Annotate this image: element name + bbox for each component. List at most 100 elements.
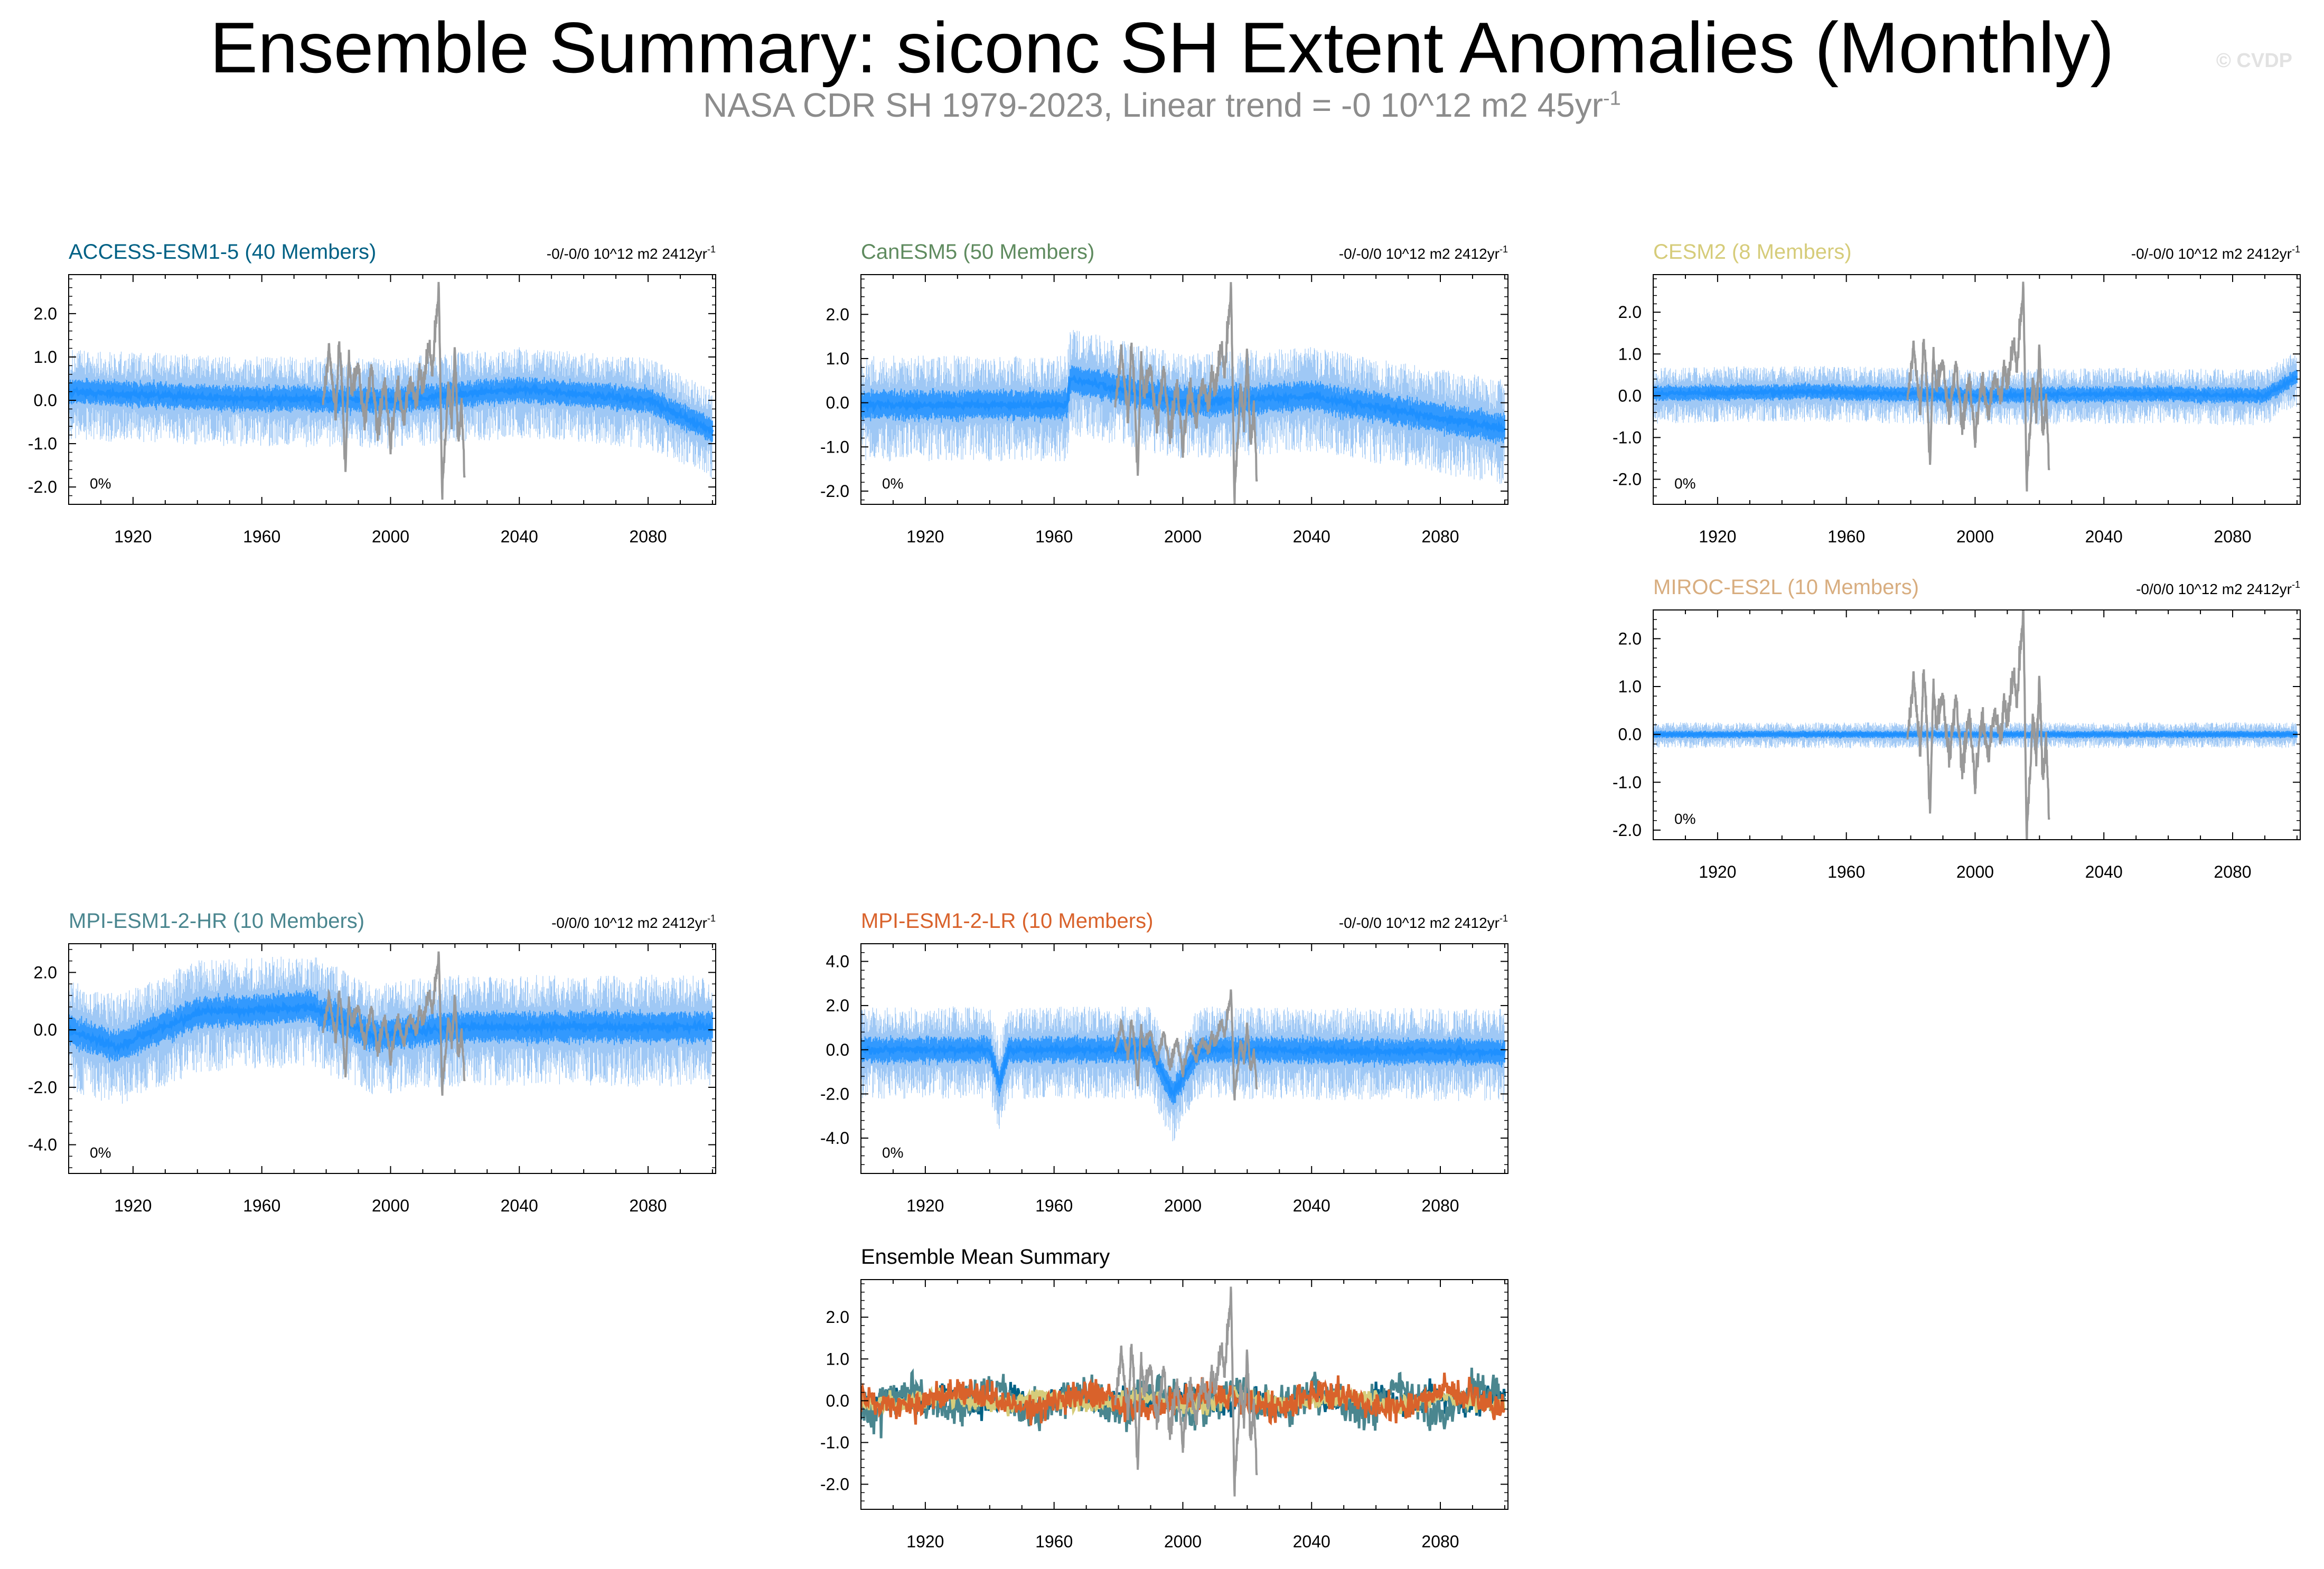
x-tick-label: 2000: [372, 527, 409, 546]
x-tick-label: 1960: [1828, 527, 1865, 546]
y-tick-label: 2.0: [34, 963, 57, 982]
panel-title: ACCESS-ESM1-5 (40 Members): [69, 240, 376, 264]
plot-area: [69, 281, 714, 500]
x-tick-label: 1920: [906, 527, 944, 546]
panel-trend-label: -0/-0/0 10^12 m2 2412yr-1: [1339, 244, 1508, 262]
plot-frame: [68, 274, 716, 505]
percent-label: 0%: [882, 475, 903, 492]
x-tick-label: 1920: [906, 1196, 944, 1215]
y-tick-label: -4.0: [28, 1135, 57, 1154]
plot-frame: [860, 274, 1508, 505]
panel-trend-label: -0/0/0 10^12 m2 2412yr-1: [2136, 579, 2300, 597]
y-tick-label: -2.0: [28, 1078, 57, 1097]
y-tick-label: -2.0: [820, 1084, 849, 1103]
x-tick-label: 1960: [1035, 1196, 1073, 1215]
observations-line: [1906, 281, 2050, 492]
ensemble-mean-line: [861, 374, 1506, 434]
y-tick-label: -1.0: [820, 437, 849, 456]
y-tick-label: 0.0: [826, 1391, 849, 1410]
x-tick-label: 1920: [114, 527, 152, 546]
observations-line: [322, 951, 466, 1096]
x-tick-label: 2080: [2214, 527, 2251, 546]
y-tick-label: 1.0: [1618, 344, 1642, 363]
y-tick-label: 2.0: [826, 996, 849, 1015]
panel-trend-label: -0/-0/0 10^12 m2 2412yr-1: [547, 244, 716, 262]
x-tick-label: 1960: [1828, 862, 1865, 881]
x-tick-label: 1960: [1035, 1532, 1073, 1551]
y-tick-label: -2.0: [28, 477, 57, 496]
panel-cesm2: CESM2 (8 Members) -0/-0/0 10^12 m2 2412yr…: [1613, 240, 2301, 546]
y-tick-label: 0.0: [34, 1020, 57, 1039]
ensemble-mean-line: [69, 1001, 713, 1055]
percent-label: 0%: [90, 475, 111, 492]
x-tick-label: 2040: [1293, 1196, 1330, 1215]
observations-line: [1906, 610, 2050, 840]
x-tick-label: 2040: [501, 1196, 538, 1215]
y-tick-label: 0.0: [1618, 386, 1642, 405]
y-tick-label: 2.0: [34, 304, 57, 323]
x-tick-label: 2080: [1421, 1532, 1459, 1551]
panel-title: CanESM5 (50 Members): [861, 240, 1094, 264]
page-subtitle: NASA CDR SH 1979-2023, Linear trend = -0…: [703, 86, 1621, 124]
x-tick-label: 1920: [1699, 862, 1736, 881]
ensemble-mean-line: [1653, 374, 2298, 402]
y-tick-label: 1.0: [826, 1349, 849, 1368]
x-tick-label: 2000: [1956, 527, 1994, 546]
percent-label: 0%: [882, 1144, 903, 1161]
x-tick-label: 2040: [1293, 527, 1330, 546]
y-tick-label: -2.0: [1613, 470, 1642, 489]
panel-miroc-es2l: MIROC-ES2L (10 Members) -0/0/0 10^12 m2 2…: [1613, 576, 2301, 881]
ensemble-mean-line: [69, 383, 714, 437]
observations-line: [1114, 282, 1258, 504]
ensemble-envelope: [69, 347, 713, 478]
x-tick-label: 1960: [243, 1196, 280, 1215]
x-tick-label: 2040: [2085, 527, 2123, 546]
x-tick-label: 2080: [629, 527, 667, 546]
plot-area: [861, 1286, 1506, 1497]
panel-title: Ensemble Mean Summary: [861, 1245, 1110, 1269]
observations-line: [322, 281, 466, 500]
panel-title: CESM2 (8 Members): [1653, 240, 1852, 264]
panel-title: MPI-ESM1-2-LR (10 Members): [861, 909, 1153, 933]
plot-area: [861, 282, 1506, 504]
series-line-mpi-esm1-2-lr: [861, 1373, 1506, 1426]
page-title: Ensemble Summary: siconc SH Extent Anoma…: [210, 7, 2114, 88]
y-tick-label: 0.0: [826, 1040, 849, 1059]
y-tick-label: -1.0: [820, 1433, 849, 1452]
y-tick-label: 1.0: [1618, 677, 1642, 696]
y-tick-label: 0.0: [1618, 725, 1642, 744]
y-tick-label: -1.0: [28, 434, 57, 453]
x-tick-label: 2000: [1164, 1196, 1202, 1215]
y-tick-label: 2.0: [1618, 303, 1642, 322]
x-tick-label: 2080: [1421, 1196, 1459, 1215]
x-tick-label: 2040: [501, 527, 538, 546]
plot-area: [1653, 281, 2298, 492]
percent-label: 0%: [1674, 811, 1695, 827]
y-tick-label: 2.0: [1618, 629, 1642, 648]
x-tick-label: 2000: [1956, 862, 1994, 881]
ensemble-mean-line: [1653, 730, 2298, 739]
panel-trend-label: -0/-0/0 10^12 m2 2412yr-1: [2131, 244, 2300, 262]
panel-mpi-esm1-2-hr: MPI-ESM1-2-HR (10 Members) -0/0/0 10^12 m…: [28, 909, 716, 1215]
percent-label: 0%: [1674, 475, 1695, 492]
y-tick-label: -1.0: [1613, 428, 1642, 447]
plot-area: [69, 951, 713, 1104]
x-tick-label: 2040: [2085, 862, 2123, 881]
y-tick-label: 4.0: [826, 952, 849, 971]
observations-line: [1114, 1286, 1258, 1497]
x-tick-label: 2080: [2214, 862, 2251, 881]
y-tick-label: 0.0: [826, 393, 849, 412]
cvdp-watermark: © CVDP: [2216, 50, 2292, 72]
panel-trend-label: -0/0/0 10^12 m2 2412yr-1: [551, 913, 716, 931]
x-tick-label: 1920: [1699, 527, 1736, 546]
y-tick-label: -2.0: [820, 1475, 849, 1494]
y-tick-label: -2.0: [820, 482, 849, 501]
plot-area: [1653, 610, 2298, 840]
x-tick-label: 1960: [1035, 527, 1073, 546]
x-tick-label: 1920: [114, 1196, 152, 1215]
panel-mpi-esm1-2-lr: MPI-ESM1-2-LR (10 Members) -0/-0/0 10^12 …: [820, 909, 1508, 1215]
percent-label: 0%: [90, 1144, 111, 1161]
y-tick-label: -4.0: [820, 1129, 849, 1148]
panel-title: MIROC-ES2L (10 Members): [1653, 576, 1919, 599]
plot-frame: [68, 943, 716, 1174]
